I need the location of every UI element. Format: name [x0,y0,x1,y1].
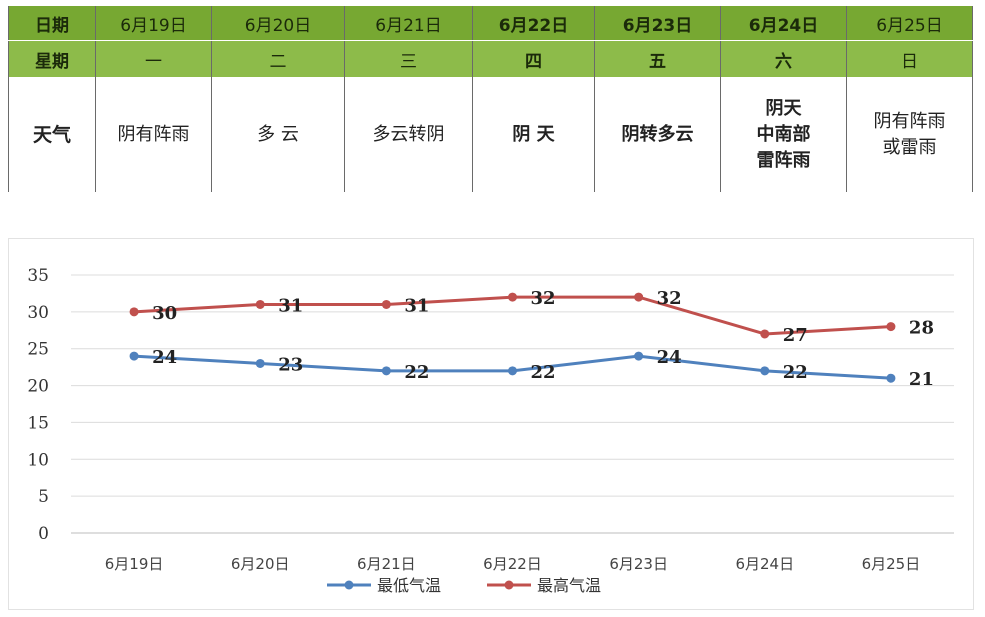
data-point [760,329,770,339]
weekday-cell: 三 [344,40,473,78]
x-tick-label: 6月23日 [609,555,668,573]
data-point [634,292,644,302]
date-cell: 6月24日 [720,6,847,42]
weather-row: 天气 阴有阵雨 多 云 多云转阴 阴 天 阴转多云 阴天 中南部 雷阵雨 阴有阵… [8,77,973,192]
weather-text: 多云转阴 [372,123,445,145]
data-point [255,299,265,309]
data-label: 27 [783,325,808,346]
legend-label: 最高气温 [537,576,601,595]
weekday-cell: 四 [472,40,595,78]
weekday-cell: 日 [846,40,973,78]
weather-cell: 阴 天 [472,77,595,192]
data-point [381,366,391,376]
weekday-cell: 五 [594,40,721,78]
data-point [381,299,391,309]
weather-cell: 阴有阵雨 或雷雨 [846,77,973,192]
y-tick-label: 20 [27,377,49,397]
data-point [508,292,517,302]
weather-forecast-table: 日期 6月19日 6月20日 6月21日 6月22日 6月23日 6月24日 6… [8,6,973,192]
temperature-line-chart: 0 5 10 15 20 25 30 35 6月19日 6月20日 6月21日 6月22日 6月23日 6… [27,266,954,595]
weather-cell: 阴有阵雨 [95,77,212,192]
y-tick-label: 15 [27,413,49,433]
y-tick-label: 10 [27,450,49,470]
weather-row-label: 天气 [8,77,96,192]
data-label: 22 [404,362,429,383]
date-cell: 6月23日 [594,6,721,42]
weather-text: 雷阵雨 [756,149,811,171]
weather-text: 多 云 [257,123,299,145]
weather-text: 阴转多云 [621,123,694,145]
weather-text: 阴有阵雨 [117,123,190,145]
weather-text: 阴天 [765,97,802,119]
weather-text: 中南部 [756,123,811,145]
weekday-cell: 六 [720,40,847,78]
data-point [508,366,517,376]
x-tick-label: 6月21日 [357,555,416,573]
data-point [760,366,770,376]
date-cell: 6月20日 [211,6,345,42]
x-tick-label: 6月25日 [862,555,921,573]
legend-label: 最低气温 [377,576,441,595]
weekday-cell: 二 [211,40,345,78]
y-tick-label: 0 [38,524,49,544]
legend-swatch-marker [504,580,514,590]
temperature-chart: 0 5 10 15 20 25 30 35 6月19日 6月20日 6月21日 6月22日 6月23日 6… [8,238,974,610]
date-row: 日期 6月19日 6月20日 6月21日 6月22日 6月23日 6月24日 6… [8,6,973,42]
weather-cell: 阴转多云 [594,77,721,192]
weather-cell: 多 云 [211,77,345,192]
data-label: 31 [404,295,429,316]
data-label: 24 [657,347,682,368]
data-point [129,351,139,361]
weather-text: 或雷雨 [882,136,937,158]
data-label: 22 [531,362,556,383]
data-label: 24 [152,347,177,368]
weather-cell: 阴天 中南部 雷阵雨 [720,77,847,192]
weekday-row-label: 星期 [8,40,96,78]
data-label: 32 [531,288,556,309]
data-point [886,322,896,332]
data-label: 31 [278,295,303,316]
data-point [255,358,265,368]
weather-cell: 多云转阴 [344,77,473,192]
x-tick-label: 6月20日 [231,555,290,573]
data-label: 28 [909,318,934,339]
data-point [634,351,644,361]
weather-text: 阴 天 [512,123,555,145]
legend-swatch-marker [344,580,354,590]
data-label: 23 [278,354,303,375]
weekday-row: 星期 一 二 三 四 五 六 日 [8,40,973,78]
data-point [886,373,896,383]
date-row-label: 日期 [8,6,96,42]
date-cell: 6月19日 [95,6,212,42]
date-cell: 6月25日 [846,6,973,42]
y-tick-label: 5 [38,487,49,507]
x-tick-label: 6月24日 [735,555,794,573]
date-cell: 6月22日 [472,6,595,42]
date-cell: 6月21日 [344,6,473,42]
x-tick-label: 6月19日 [105,555,164,573]
data-label: 22 [783,362,808,383]
weather-text: 阴有阵雨 [873,110,946,132]
series-line [133,295,892,336]
data-label: 32 [657,288,682,309]
data-label: 30 [152,303,177,324]
y-tick-label: 25 [27,340,49,360]
weekday-cell: 一 [95,40,212,78]
data-point [129,307,139,317]
y-tick-label: 35 [27,266,49,286]
x-tick-label: 6月22日 [483,555,542,573]
y-tick-label: 30 [27,303,49,323]
data-label: 21 [909,369,934,390]
